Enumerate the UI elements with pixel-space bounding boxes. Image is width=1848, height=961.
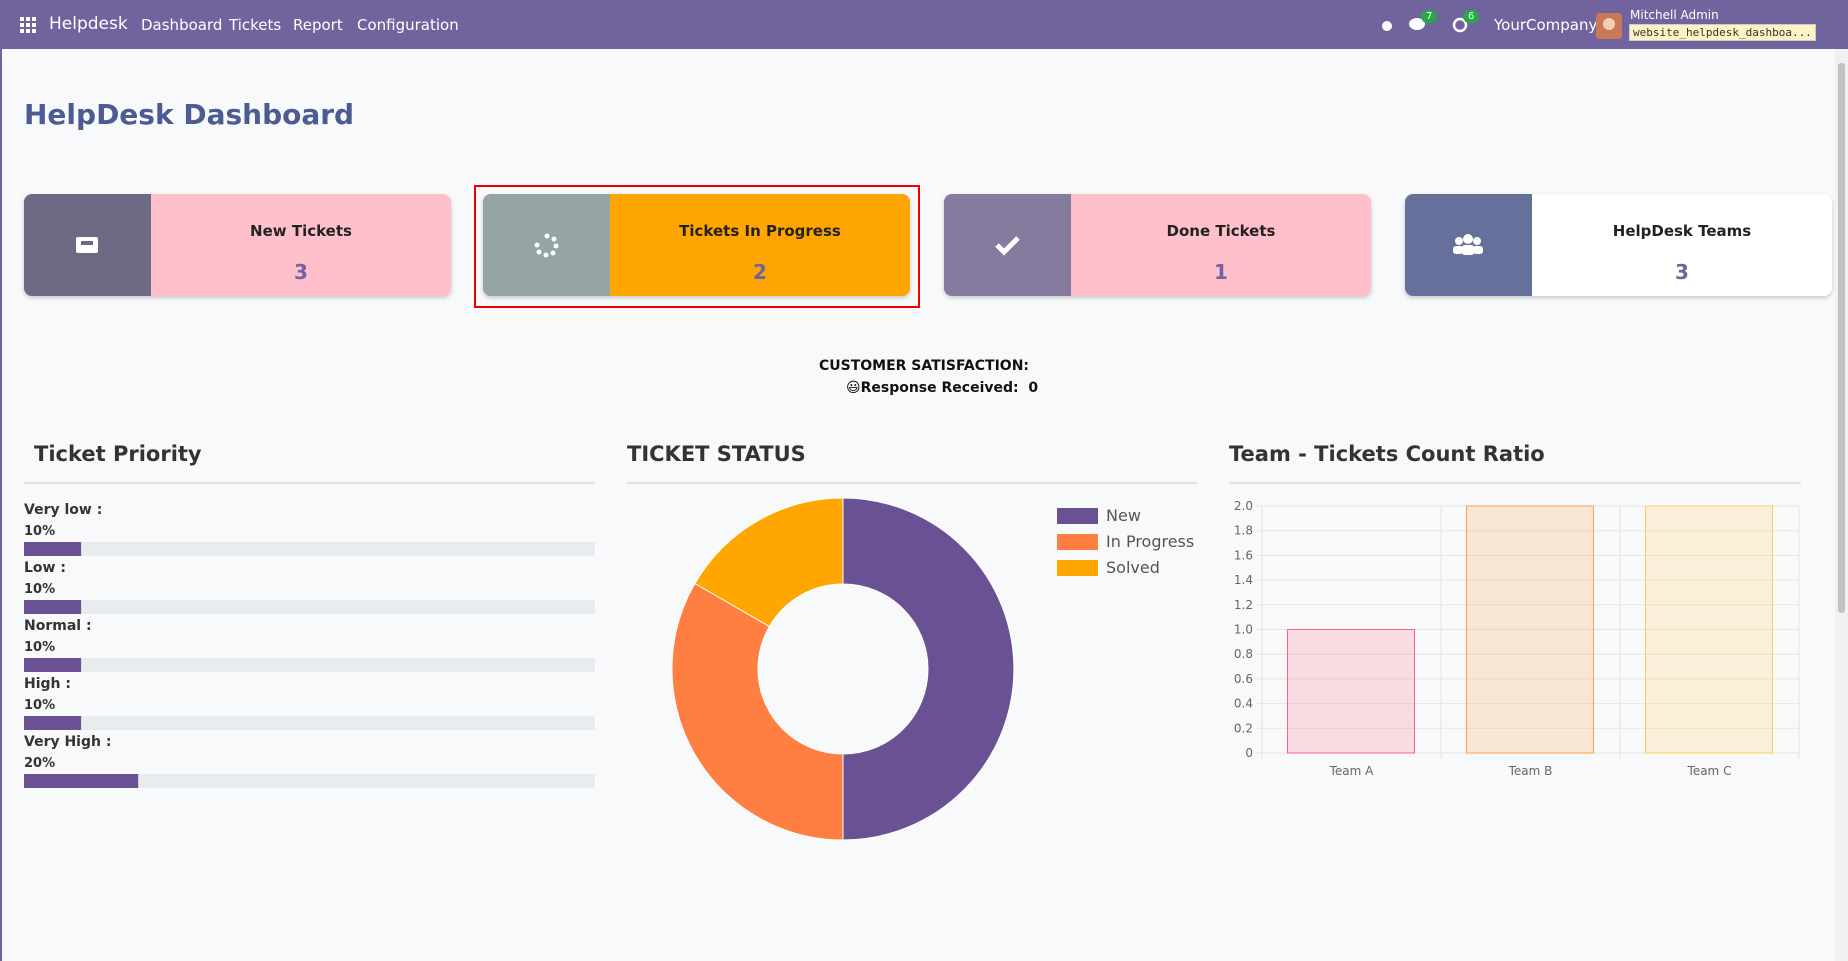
- y-tick-label: 1.2: [1234, 598, 1253, 612]
- value: 0: [1028, 380, 1039, 396]
- card-title: HelpDesk Teams: [1612, 222, 1752, 240]
- menu-item[interactable]: Configuration: [357, 16, 459, 34]
- card[interactable]: HelpDesk Teams 3: [1405, 194, 1832, 296]
- progress-track: [24, 658, 595, 672]
- card-value: 1: [1214, 260, 1228, 284]
- satisfaction-label: 😃Response Received: 0: [846, 380, 1038, 396]
- messages-icon[interactable]: [1408, 17, 1426, 33]
- progress-track: [24, 716, 595, 730]
- priority-name: Low :: [24, 560, 66, 576]
- priority-name: Normal :: [24, 618, 92, 634]
- y-tick-label: 1.6: [1234, 548, 1253, 562]
- apps-icon[interactable]: [20, 17, 36, 33]
- highlight: [474, 185, 920, 308]
- section-title: TICKET STATUS: [627, 442, 806, 466]
- scrollbar[interactable]: [1835, 49, 1848, 961]
- progress-track: [24, 600, 595, 614]
- progress-bar: [24, 600, 82, 614]
- satisfaction-title: CUSTOMER SATISFACTION:: [818, 358, 1030, 374]
- y-tick-label: 1.8: [1234, 524, 1253, 538]
- section-title: Ticket Priority: [34, 442, 202, 466]
- progress-bar: [24, 716, 82, 730]
- database: website_helpdesk_dashboa...: [1629, 24, 1816, 41]
- donut-slice: [671, 582, 844, 841]
- x-tick-label: Team C: [1687, 764, 1732, 778]
- progress-bar: [24, 774, 139, 788]
- priority-percent: 10%: [24, 640, 55, 655]
- progress-track: [24, 542, 595, 556]
- y-tick-label: 0.2: [1234, 721, 1253, 735]
- priority-percent: 10%: [24, 524, 55, 539]
- card-value: 3: [294, 260, 308, 284]
- donut-slice: [842, 497, 1015, 841]
- legend-label: In Progress: [1106, 532, 1194, 551]
- progress-bar: [24, 542, 82, 556]
- badge: 6: [1463, 10, 1480, 23]
- x-tick-label: Team B: [1508, 764, 1553, 778]
- card[interactable]: Tickets In Progress 2: [483, 194, 910, 296]
- donut-slice: [694, 497, 844, 628]
- card[interactable]: Done Tickets 1: [944, 194, 1371, 296]
- menu-item[interactable]: Dashboard: [141, 16, 223, 34]
- y-tick-label: 1.4: [1234, 573, 1253, 587]
- border: [0, 49, 2, 961]
- user-name[interactable]: Mitchell Admin: [1630, 8, 1719, 22]
- card-value: 2: [753, 260, 767, 284]
- y-tick-label: 2.0: [1234, 499, 1253, 513]
- card-title: New Tickets: [250, 222, 352, 240]
- card-title: Done Tickets: [1166, 222, 1276, 240]
- avatar[interactable]: [1596, 13, 1622, 39]
- navbar: Helpdesk Dashboard Tickets Report Config…: [0, 0, 1848, 49]
- y-tick-label: 0.4: [1234, 697, 1253, 711]
- label: 😃Response Received:: [846, 380, 1019, 396]
- y-tick-label: 1.0: [1234, 623, 1253, 637]
- priority-name: High :: [24, 676, 71, 692]
- menu-item[interactable]: Report: [293, 16, 343, 34]
- bar: [1287, 629, 1415, 754]
- legend-swatch: [1057, 508, 1098, 524]
- section-title: Team - Tickets Count Ratio: [1229, 442, 1545, 466]
- menu-item[interactable]: Tickets: [229, 16, 282, 34]
- debug-icon[interactable]: [1380, 18, 1394, 32]
- legend-label: New: [1106, 506, 1141, 525]
- badge: 7: [1421, 10, 1438, 23]
- y-tick-label: 0.6: [1234, 672, 1253, 686]
- page-title: HelpDesk Dashboard: [24, 98, 355, 131]
- company[interactable]: YourCompany: [1494, 16, 1598, 34]
- legend-swatch: [1057, 534, 1098, 550]
- y-tick-label: 0.8: [1234, 647, 1253, 661]
- app-name[interactable]: Helpdesk: [49, 14, 128, 34]
- x-tick-label: Team A: [1329, 764, 1375, 778]
- priority-name: Very low :: [24, 502, 102, 518]
- bar: [1645, 505, 1773, 754]
- progress-track: [24, 774, 595, 788]
- bar: [1466, 505, 1594, 754]
- progress-bar: [24, 658, 82, 672]
- priority-percent: 10%: [24, 698, 55, 713]
- card-value: 3: [1675, 260, 1689, 284]
- legend-swatch: [1057, 560, 1098, 576]
- priority-percent: 20%: [24, 756, 55, 771]
- card-title: Tickets In Progress: [679, 222, 841, 240]
- priority-name: Very High :: [24, 734, 111, 750]
- legend-label: Solved: [1106, 558, 1160, 577]
- priority-percent: 10%: [24, 582, 55, 597]
- activity-icon[interactable]: [1452, 17, 1468, 33]
- y-tick-label: 0: [1245, 746, 1253, 760]
- card[interactable]: New Tickets 3: [24, 194, 451, 296]
